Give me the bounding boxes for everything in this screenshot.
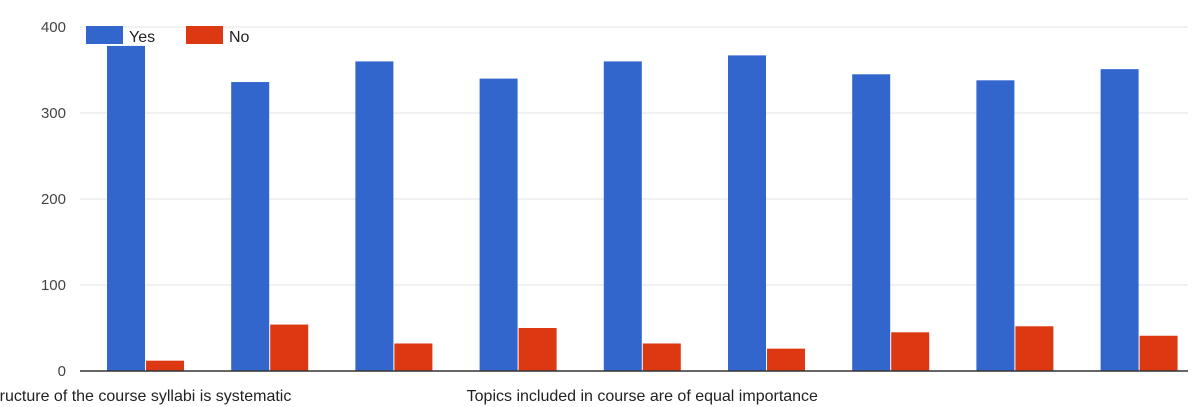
bar-no-6[interactable]	[767, 348, 805, 371]
legend[interactable]: Yes No	[86, 26, 250, 46]
legend-label-no: No	[229, 29, 250, 46]
bar-no-2[interactable]	[270, 324, 309, 371]
y-axis-tick-labels: 0 100 200 300 400	[41, 19, 66, 380]
y-tick-label-100: 100	[41, 277, 66, 294]
bar-no-3[interactable]	[394, 343, 433, 371]
bar-yes-4[interactable]	[479, 78, 518, 371]
legend-label-yes: Yes	[129, 29, 155, 46]
y-tick-label-300: 300	[41, 105, 66, 122]
bar-yes-6[interactable]	[728, 55, 766, 371]
bar-no-1[interactable]	[146, 360, 184, 371]
x-axis-category-labels: ructure of the course syllabi is systema…	[0, 388, 818, 405]
bar-no-7[interactable]	[891, 332, 930, 371]
legend-item-yes[interactable]: Yes	[86, 26, 155, 46]
bar-yes-8[interactable]	[976, 80, 1015, 371]
y-tick-label-200: 200	[41, 191, 66, 208]
legend-swatch-no	[186, 26, 223, 44]
bars	[107, 45, 1178, 372]
x-category-label-1: ructure of the course syllabi is systema…	[0, 388, 291, 405]
y-tick-label-400: 400	[41, 19, 66, 36]
x-category-label-5: Topics included in course are of equal i…	[467, 388, 818, 405]
bar-yes-3[interactable]	[355, 61, 394, 372]
y-tick-label-0: 0	[58, 363, 66, 380]
bar-yes-1[interactable]	[107, 45, 145, 372]
bar-no-8[interactable]	[1015, 326, 1054, 371]
bar-no-9[interactable]	[1139, 335, 1178, 371]
bar-yes-9[interactable]	[1100, 69, 1139, 371]
bar-yes-2[interactable]	[231, 82, 270, 371]
bar-no-4[interactable]	[518, 328, 557, 371]
bar-yes-5[interactable]	[603, 61, 642, 372]
bar-no-5[interactable]	[642, 343, 681, 371]
legend-swatch-yes	[86, 26, 123, 44]
bar-yes-7[interactable]	[852, 74, 891, 372]
legend-item-no[interactable]: No	[186, 26, 250, 46]
